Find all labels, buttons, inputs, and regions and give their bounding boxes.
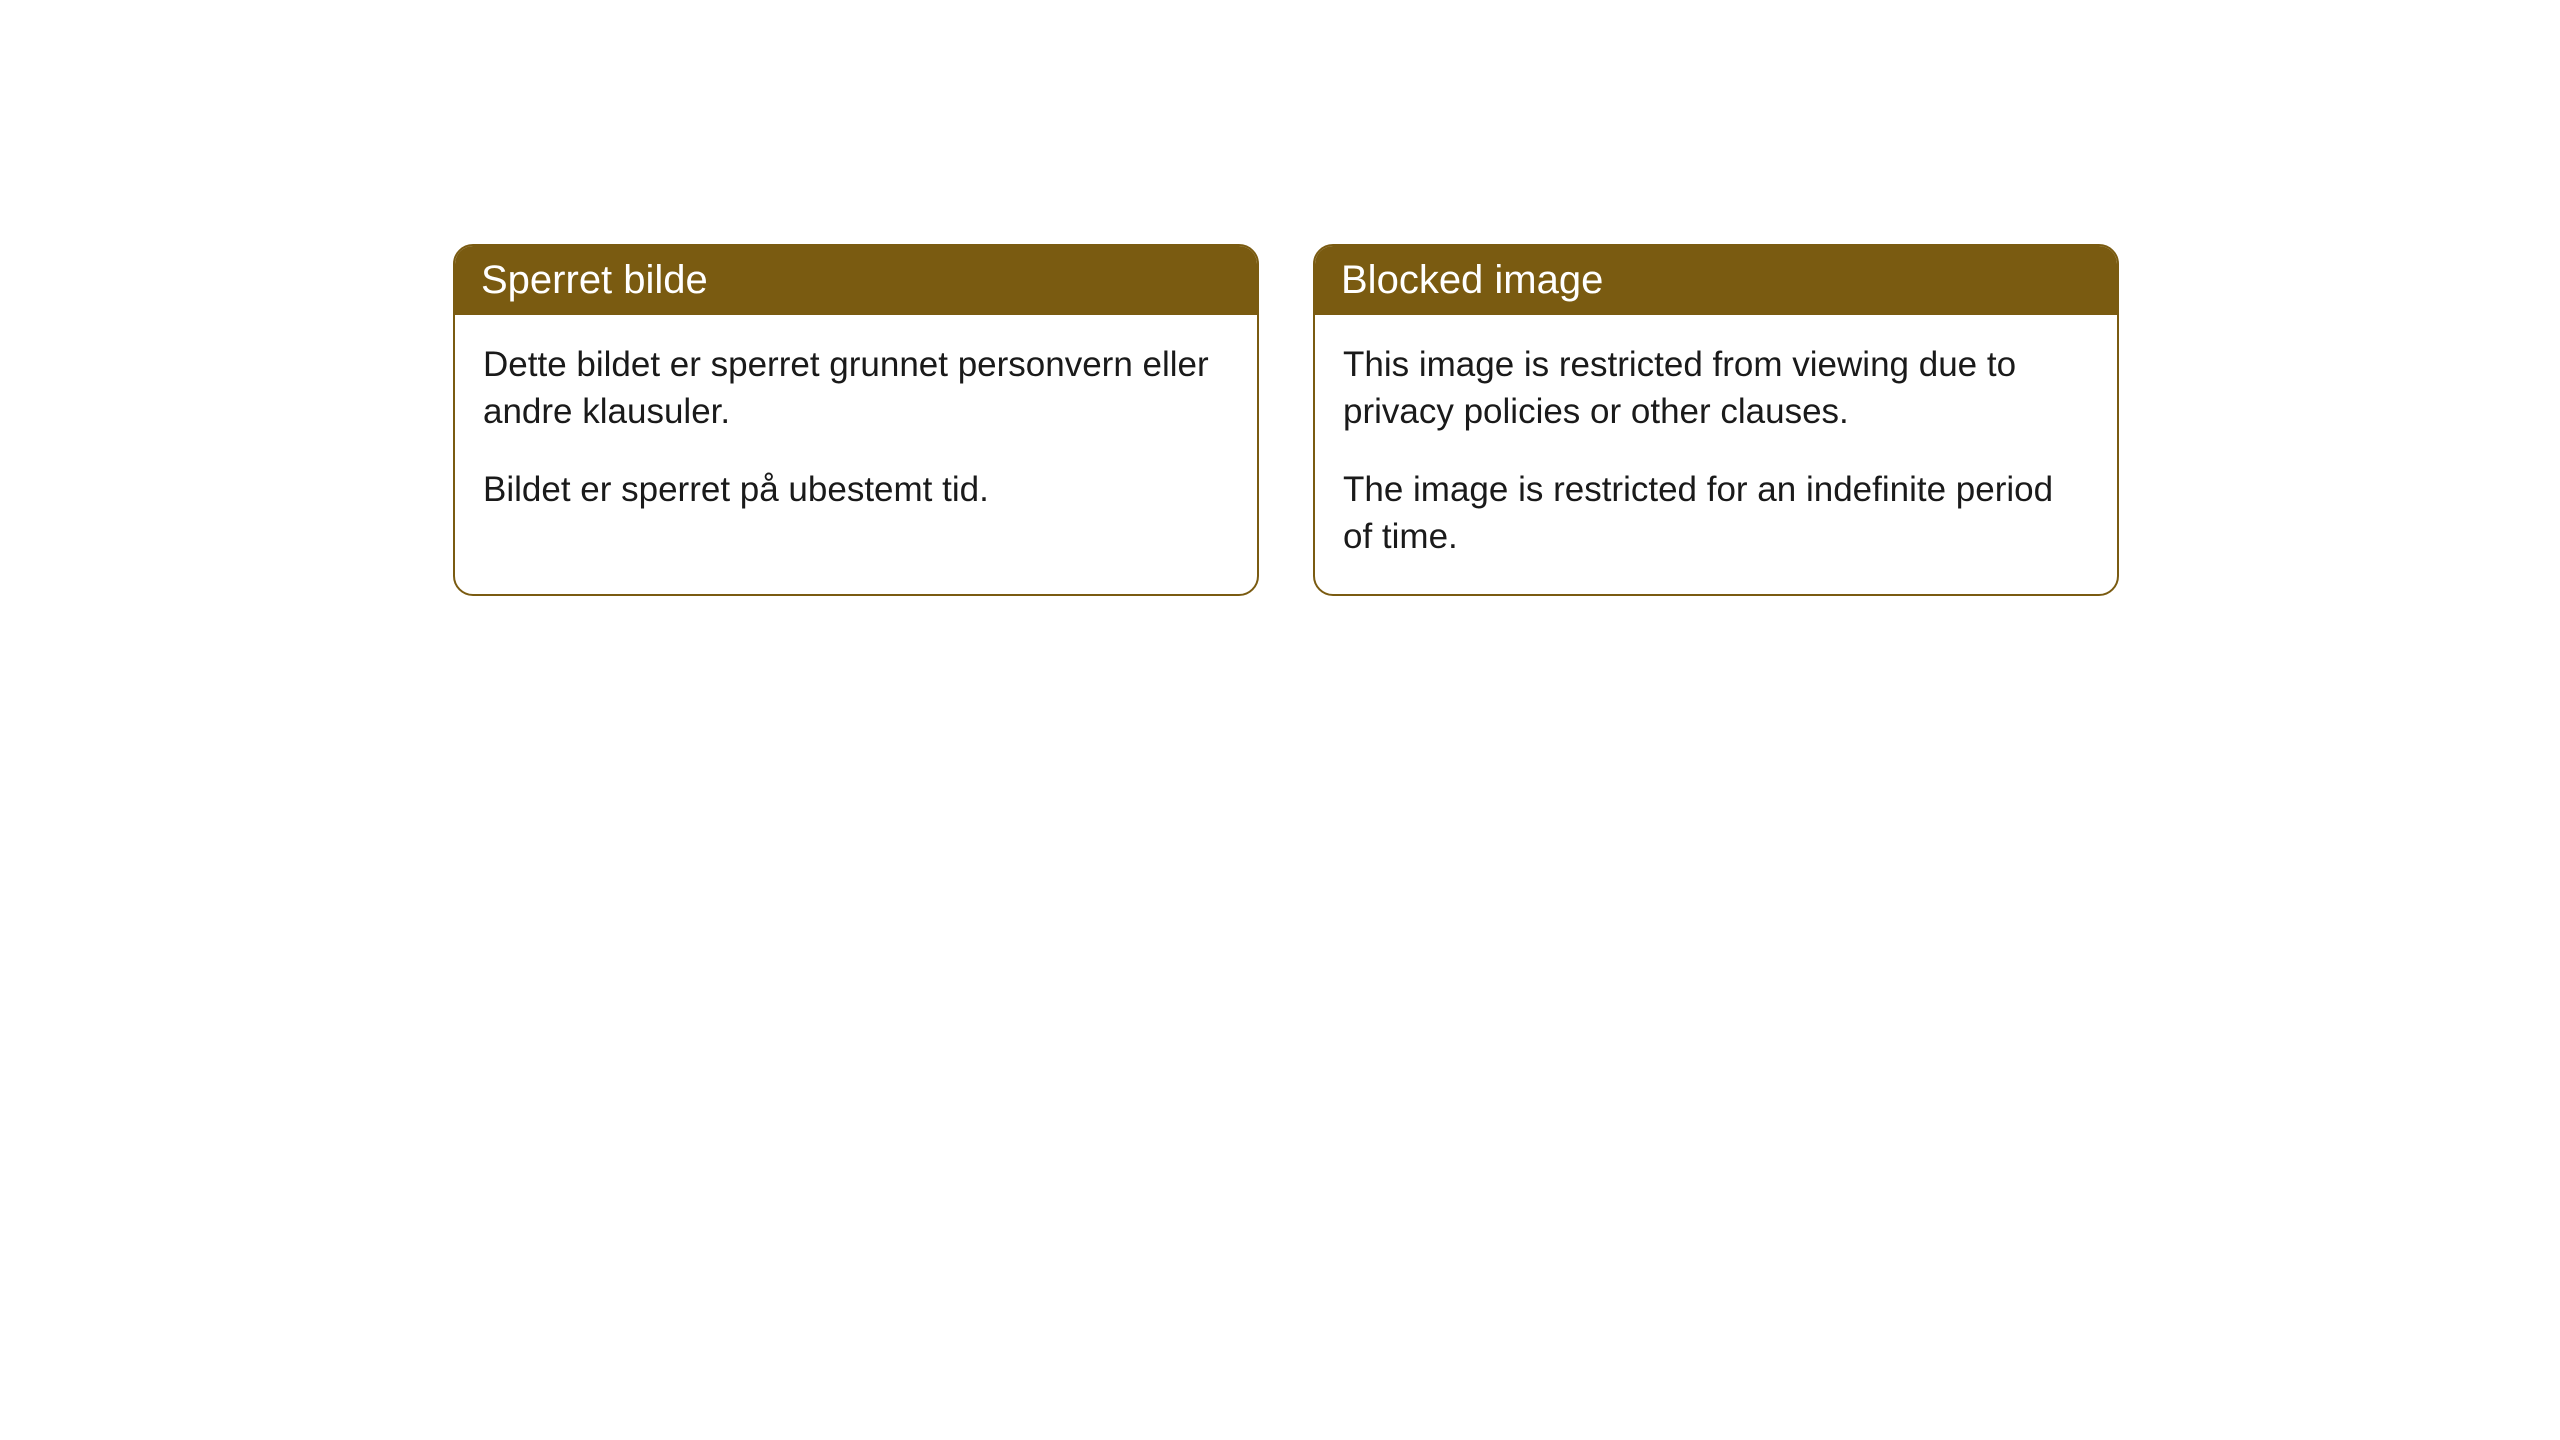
card-body-norwegian: Dette bildet er sperret grunnet personve… [455,315,1257,553]
card-paragraph-1: Dette bildet er sperret grunnet personve… [483,341,1229,436]
card-body-english: This image is restricted from viewing du… [1315,315,2117,594]
card-paragraph-2: The image is restricted for an indefinit… [1343,466,2089,561]
blocked-image-card-norwegian: Sperret bilde Dette bildet er sperret gr… [453,244,1259,596]
card-title: Blocked image [1341,258,1603,302]
blocked-image-card-english: Blocked image This image is restricted f… [1313,244,2119,596]
card-header-norwegian: Sperret bilde [455,246,1257,315]
card-title: Sperret bilde [481,258,708,302]
notice-cards-container: Sperret bilde Dette bildet er sperret gr… [453,244,2119,596]
card-paragraph-1: This image is restricted from viewing du… [1343,341,2089,436]
card-header-english: Blocked image [1315,246,2117,315]
card-paragraph-2: Bildet er sperret på ubestemt tid. [483,466,1229,513]
